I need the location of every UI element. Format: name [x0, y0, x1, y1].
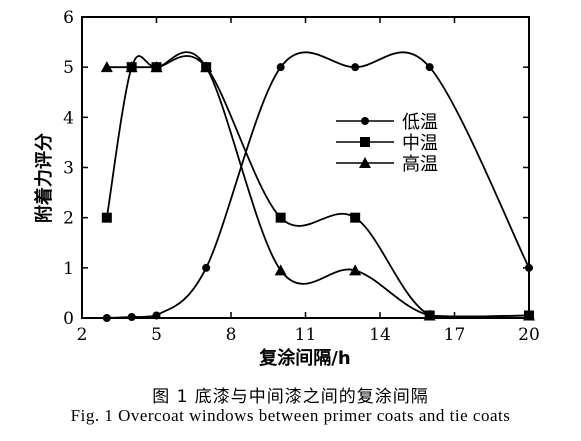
- data-point-high-temp: [349, 264, 362, 276]
- data-point-low-temp: [351, 63, 360, 72]
- x-tick-label: 5: [151, 325, 162, 345]
- data-point-low-temp: [425, 63, 434, 72]
- y-tick-label: 3: [63, 159, 74, 179]
- series-line-high-temp: [106, 51, 530, 318]
- series-line-mid-temp: [105, 55, 530, 318]
- tick-layer: 2 5 8 11 14 17 20 0 1 2 3 4 5 6: [63, 8, 540, 345]
- legend-marker-low-temp: [361, 117, 369, 125]
- data-point-low-temp: [102, 314, 111, 322]
- x-tick-label: 8: [226, 325, 237, 345]
- x-tick-label: 20: [518, 325, 540, 345]
- x-tick-label: 17: [444, 325, 466, 345]
- data-point-mid-temp: [350, 212, 361, 223]
- legend-item-low-temp: 低温: [336, 112, 438, 133]
- legend-item-mid-temp: 中温: [336, 133, 438, 154]
- plot-area-frame: [81, 16, 530, 319]
- figure-caption-chinese: 图 1 底漆与中间漆之间的复涂间隔: [152, 387, 429, 407]
- data-point-low-temp: [202, 263, 211, 272]
- legend-label-high-temp: 高温: [402, 154, 438, 175]
- series-line-low-temp: [106, 51, 530, 319]
- y-tick-label: 0: [63, 309, 74, 329]
- x-tick-label: 14: [369, 325, 391, 345]
- y-tick-label: 2: [63, 209, 74, 229]
- x-tick-label: 11: [295, 325, 317, 345]
- data-point-high-temp: [423, 309, 436, 321]
- legend-item-high-temp: 高温: [336, 154, 438, 175]
- data-point-high-temp: [274, 264, 287, 276]
- y-axis-label: 附着力评分: [33, 133, 55, 223]
- data-point-high-temp: [200, 61, 213, 73]
- y-tick-label: 6: [63, 8, 74, 28]
- figure-caption-english: Fig. 1 Overcoat windows between primer c…: [70, 406, 511, 425]
- legend-label-mid-temp: 中温: [402, 133, 438, 154]
- legend-label-low-temp: 低温: [402, 112, 438, 133]
- series-layer: [100, 51, 535, 322]
- data-point-low-temp: [127, 312, 136, 321]
- data-point-high-temp: [100, 61, 113, 73]
- y-tick-label: 4: [63, 108, 74, 128]
- legend-marker-high-temp: [359, 157, 371, 168]
- series-high-temp: [100, 51, 535, 321]
- data-point-mid-temp: [101, 212, 112, 223]
- x-tick-label: 2: [77, 325, 88, 345]
- data-point-mid-temp: [275, 212, 286, 223]
- data-point-low-temp: [276, 63, 285, 72]
- x-axis-label: 复涂间隔/h: [258, 347, 350, 369]
- y-tick-label: 1: [63, 259, 74, 279]
- y-tick-label: 5: [63, 58, 74, 78]
- series-low-temp: [102, 51, 533, 322]
- data-point-high-temp: [125, 61, 138, 73]
- legend-marker-mid-temp: [360, 137, 370, 147]
- data-point-high-temp: [150, 61, 163, 73]
